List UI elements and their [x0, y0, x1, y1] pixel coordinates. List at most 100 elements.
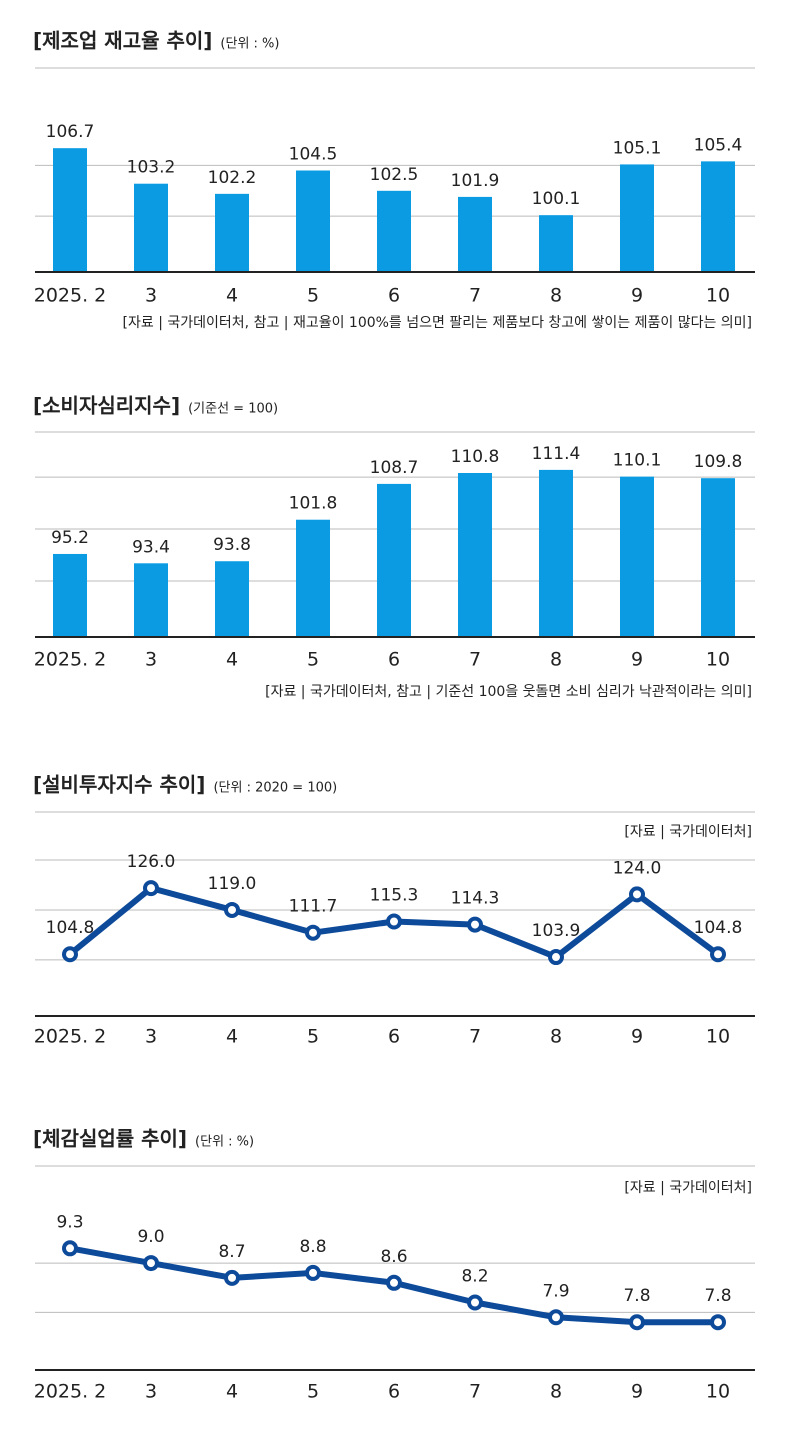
x-tick-label: 2025. 2	[34, 1026, 107, 1048]
data-label: 111.4	[532, 444, 581, 464]
data-label: 95.2	[51, 528, 89, 548]
x-tick-label: 4	[226, 1381, 238, 1403]
data-label: 8.7	[218, 1242, 245, 1262]
point	[710, 946, 726, 963]
x-tick-label: 8	[550, 1381, 562, 1403]
bar	[53, 553, 87, 637]
x-tick-label: 7	[469, 1381, 481, 1403]
data-label: 106.7	[46, 122, 95, 142]
data-label: 8.8	[299, 1237, 326, 1257]
bar	[215, 193, 249, 272]
bar	[134, 183, 168, 272]
point	[467, 1294, 483, 1311]
chart-subtitle: (기준선 = 100)	[188, 402, 278, 417]
point	[710, 1314, 726, 1331]
data-label: 126.0	[127, 852, 176, 872]
data-label: 93.8	[213, 535, 251, 555]
bar	[296, 519, 330, 637]
x-tick-label: 9	[631, 285, 643, 307]
data-label: 103.2	[127, 158, 176, 178]
point	[386, 1274, 402, 1291]
x-tick-label: 7	[469, 1026, 481, 1048]
chart-subtitle: (단위 : 2020 = 100)	[213, 781, 337, 796]
x-tick-label: 10	[706, 1381, 730, 1403]
x-tick-label: 3	[145, 1381, 157, 1403]
bar	[539, 469, 573, 637]
data-label: 101.9	[451, 171, 500, 191]
bar	[539, 215, 573, 272]
bar	[377, 483, 411, 637]
source-note: [자료 | 국가데이터처]	[624, 824, 752, 840]
x-tick-label: 9	[631, 649, 643, 671]
x-tick-label: 6	[388, 1026, 400, 1048]
data-label: 7.9	[542, 1281, 569, 1301]
data-label: 108.7	[370, 458, 419, 478]
point	[629, 1314, 645, 1331]
bar	[701, 478, 735, 637]
chart-title: [소비자심리지수]	[33, 394, 180, 418]
data-label: 114.3	[451, 889, 500, 909]
data-label: 119.0	[208, 874, 257, 894]
data-label: 8.6	[380, 1247, 407, 1267]
bar	[134, 563, 168, 637]
data-label: 104.8	[46, 918, 95, 938]
x-tick-label: 2025. 2	[34, 649, 107, 671]
point	[143, 1255, 159, 1272]
data-label: 115.3	[370, 885, 419, 905]
bar	[701, 161, 735, 272]
chart-title: [제조업 재고율 추이]	[33, 29, 212, 53]
data-label: 111.7	[289, 897, 338, 917]
x-tick-label: 4	[226, 649, 238, 671]
point	[548, 1309, 564, 1326]
data-label: 110.8	[451, 447, 500, 467]
x-tick-label: 5	[307, 1026, 319, 1048]
data-label: 93.4	[132, 537, 170, 557]
data-label: 124.0	[613, 858, 662, 878]
point	[548, 949, 564, 966]
x-tick-label: 4	[226, 1026, 238, 1048]
x-tick-label: 10	[706, 285, 730, 307]
source-note: [자료 | 국가데이터처, 참고 | 재고율이 100%를 넘으면 팔리는 제품…	[123, 315, 752, 331]
data-label: 103.9	[532, 921, 581, 941]
chart-subtitle: (단위 : %)	[195, 1135, 254, 1150]
point	[386, 913, 402, 930]
data-label: 100.1	[532, 189, 581, 209]
data-label: 105.4	[694, 135, 743, 155]
data-label: 104.8	[694, 918, 743, 938]
data-label: 101.8	[289, 494, 338, 514]
source-note: [자료 | 국가데이터처]	[624, 1180, 752, 1196]
point	[305, 1264, 321, 1281]
data-label: 110.1	[613, 451, 662, 471]
x-tick-label: 7	[469, 649, 481, 671]
data-label: 102.5	[370, 165, 419, 185]
x-tick-label: 10	[706, 649, 730, 671]
point	[467, 916, 483, 933]
data-label: 104.5	[289, 145, 338, 165]
point	[143, 880, 159, 897]
point	[62, 946, 78, 963]
point	[224, 1269, 240, 1286]
data-label: 109.8	[694, 452, 743, 472]
chart-title: [체감실업률 추이]	[33, 1127, 187, 1151]
x-tick-label: 8	[550, 1026, 562, 1048]
x-tick-label: 8	[550, 649, 562, 671]
x-tick-label: 2025. 2	[34, 1381, 107, 1403]
x-tick-label: 5	[307, 649, 319, 671]
data-label: 9.3	[56, 1212, 83, 1232]
chart-title: [설비투자지수 추이]	[33, 773, 205, 797]
x-tick-label: 2025. 2	[34, 285, 107, 307]
bar	[377, 190, 411, 272]
data-label: 102.2	[208, 168, 257, 188]
bar	[620, 164, 654, 272]
x-tick-label: 7	[469, 285, 481, 307]
chart-subtitle: (단위 : %)	[220, 37, 279, 52]
point	[224, 901, 240, 918]
source-note: [자료 | 국가데이터처, 참고 | 기준선 100을 웃돌면 소비 심리가 낙…	[265, 684, 752, 700]
bar	[458, 196, 492, 272]
x-tick-label: 5	[307, 1381, 319, 1403]
x-tick-label: 3	[145, 649, 157, 671]
x-tick-label: 6	[388, 285, 400, 307]
data-label: 8.2	[461, 1266, 488, 1286]
x-tick-label: 8	[550, 285, 562, 307]
